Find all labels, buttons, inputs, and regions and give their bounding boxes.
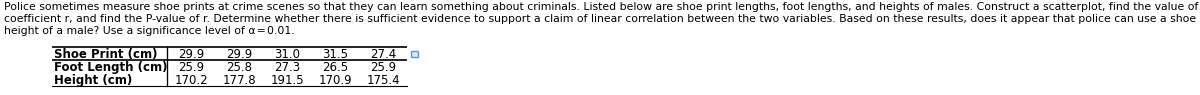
Text: 26.5: 26.5 [322, 61, 348, 74]
Text: 27.3: 27.3 [274, 61, 300, 74]
Text: 25.8: 25.8 [226, 61, 252, 74]
FancyBboxPatch shape [410, 51, 418, 57]
Text: 170.2: 170.2 [174, 74, 208, 87]
Text: 29.9: 29.9 [178, 48, 204, 61]
Text: Police sometimes measure shoe prints at crime scenes so that they can learn some: Police sometimes measure shoe prints at … [4, 2, 1200, 12]
Text: 29.9: 29.9 [226, 48, 252, 61]
Text: height of a male? Use a significance level of α = 0.01.: height of a male? Use a significance lev… [4, 26, 295, 36]
Text: coefficient r, and find the P-value of r. Determine whether there is sufficient : coefficient r, and find the P-value of r… [4, 14, 1200, 24]
Text: 170.9: 170.9 [318, 74, 352, 87]
Text: 25.9: 25.9 [370, 61, 396, 74]
Text: Foot Length (cm): Foot Length (cm) [54, 61, 168, 74]
Text: Shoe Print (cm): Shoe Print (cm) [54, 48, 157, 61]
Text: 31.0: 31.0 [274, 48, 300, 61]
Text: Height (cm): Height (cm) [54, 74, 132, 87]
Text: 177.8: 177.8 [222, 74, 256, 87]
Text: 31.5: 31.5 [322, 48, 348, 61]
Text: 25.9: 25.9 [178, 61, 204, 74]
Text: 175.4: 175.4 [366, 74, 400, 87]
Text: 27.4: 27.4 [370, 48, 396, 61]
Text: 191.5: 191.5 [270, 74, 304, 87]
